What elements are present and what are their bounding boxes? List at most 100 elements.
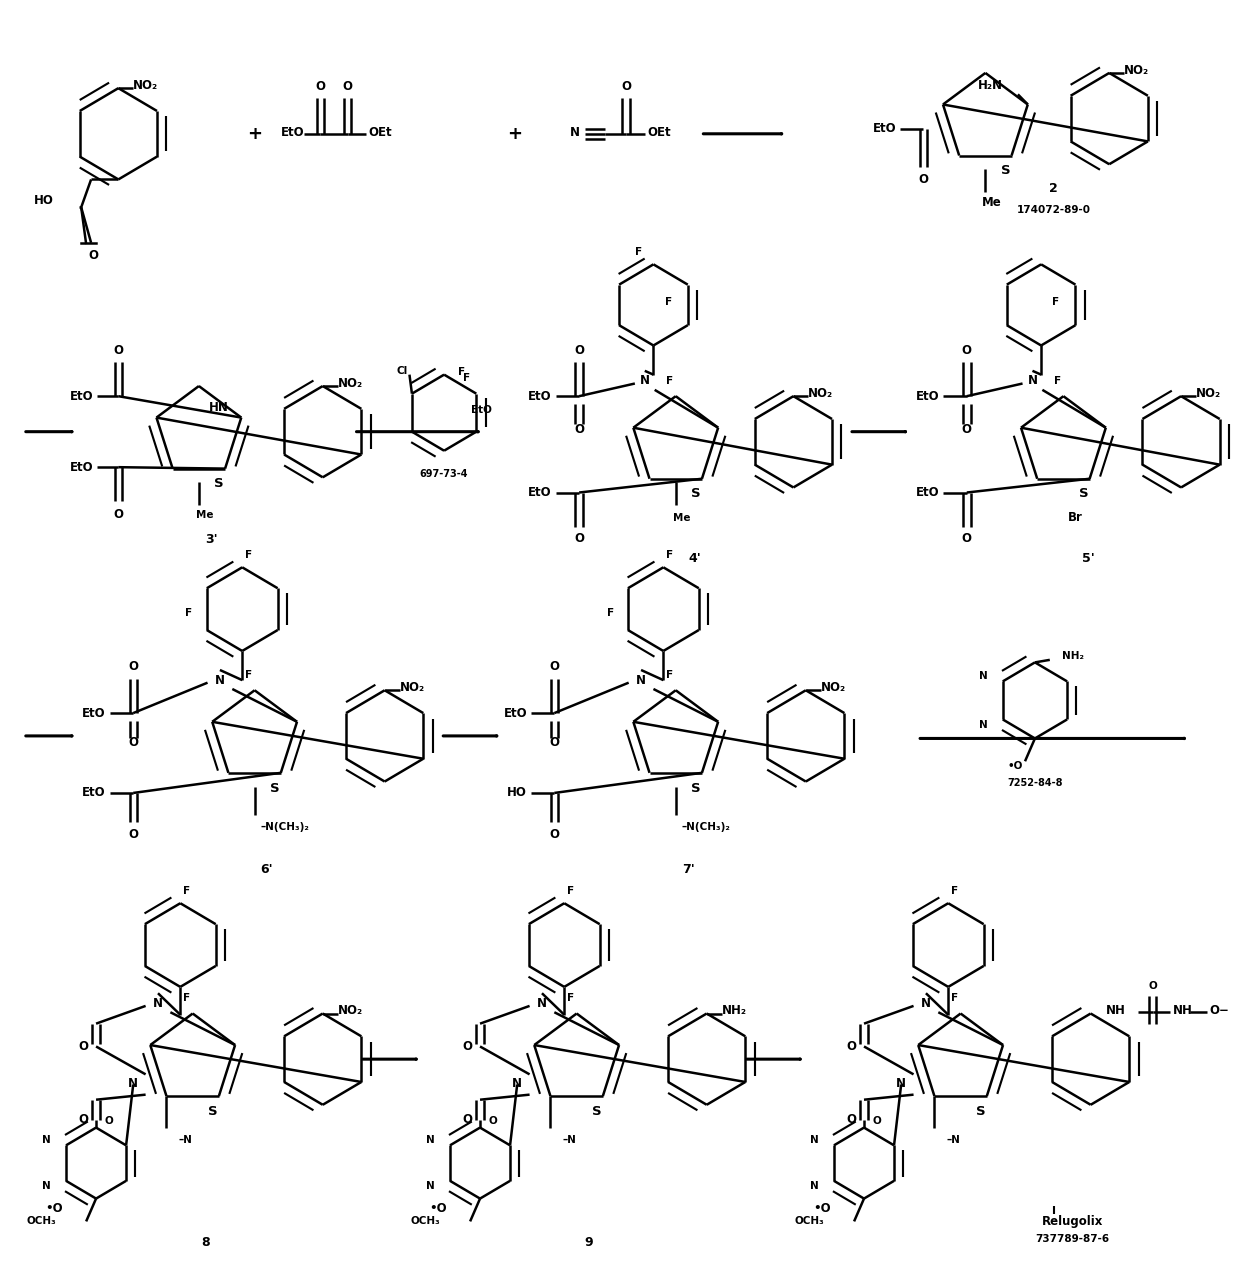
Text: 737789-87-6: 737789-87-6 <box>1035 1235 1109 1244</box>
Text: NH: NH <box>1106 1005 1126 1018</box>
Text: –N: –N <box>179 1136 192 1146</box>
Text: OCH₃: OCH₃ <box>410 1217 440 1226</box>
Text: EtO: EtO <box>503 707 527 720</box>
Text: NH₂: NH₂ <box>1063 651 1084 661</box>
Text: O: O <box>78 1041 89 1053</box>
Text: O: O <box>962 532 972 544</box>
Text: O: O <box>128 660 138 673</box>
Text: O: O <box>342 80 352 94</box>
Text: •O: •O <box>1007 761 1023 772</box>
Text: Br: Br <box>1069 511 1084 524</box>
Text: –N: –N <box>947 1136 961 1146</box>
Text: O: O <box>549 660 559 673</box>
Text: OCH₃: OCH₃ <box>27 1217 57 1226</box>
Text: F: F <box>458 367 465 377</box>
Text: 7': 7' <box>682 863 694 876</box>
Text: S: S <box>270 782 279 794</box>
Text: O: O <box>1148 981 1157 991</box>
Text: –N(CH₃)₂: –N(CH₃)₂ <box>260 822 310 832</box>
Text: N: N <box>636 674 646 687</box>
Text: +: + <box>507 124 522 143</box>
Text: EtO: EtO <box>873 122 897 136</box>
Text: Me: Me <box>196 510 213 520</box>
Text: S: S <box>208 1105 217 1118</box>
Text: O: O <box>128 736 138 749</box>
Text: N: N <box>425 1136 434 1146</box>
Text: •O: •O <box>45 1202 63 1216</box>
Text: 3': 3' <box>205 533 217 546</box>
Text: H₂N: H₂N <box>978 79 1003 91</box>
Text: O: O <box>621 80 631 94</box>
Text: N: N <box>810 1136 818 1146</box>
Text: NO₂: NO₂ <box>1125 63 1149 77</box>
Text: S: S <box>691 487 701 500</box>
Text: F: F <box>666 376 673 386</box>
Text: Cl: Cl <box>397 365 408 376</box>
Text: 4': 4' <box>688 552 701 565</box>
Text: O: O <box>128 829 138 841</box>
Text: O: O <box>872 1117 880 1127</box>
Text: F: F <box>666 549 673 560</box>
Text: NH₂: NH₂ <box>722 1005 746 1018</box>
Text: N: N <box>512 1076 522 1090</box>
Text: NO₂: NO₂ <box>821 681 846 694</box>
Text: EtO: EtO <box>916 390 940 402</box>
Text: N: N <box>42 1181 51 1190</box>
Text: F: F <box>463 373 470 383</box>
Text: F: F <box>951 994 959 1004</box>
Text: EtO: EtO <box>471 405 492 415</box>
Text: NO₂: NO₂ <box>1195 387 1221 400</box>
Text: HN: HN <box>210 401 229 414</box>
Text: NO₂: NO₂ <box>808 387 833 400</box>
Text: EtO: EtO <box>69 461 93 473</box>
Text: S: S <box>1001 164 1011 178</box>
Text: 174072-89-0: 174072-89-0 <box>1017 204 1090 214</box>
Text: N: N <box>640 374 650 387</box>
Text: N: N <box>425 1181 434 1190</box>
Text: O−: O− <box>1209 1005 1229 1018</box>
Text: NO₂: NO₂ <box>399 681 424 694</box>
Text: F: F <box>567 886 574 896</box>
Text: F: F <box>1053 297 1059 307</box>
Text: 8: 8 <box>201 1236 210 1250</box>
Text: N: N <box>921 997 931 1010</box>
Text: NO₂: NO₂ <box>337 377 363 390</box>
Text: S: S <box>976 1105 986 1118</box>
Text: F: F <box>951 886 959 896</box>
Text: +: + <box>247 124 262 143</box>
Text: O: O <box>78 1113 89 1127</box>
Text: NH: NH <box>1173 1005 1193 1018</box>
Text: O: O <box>549 829 559 841</box>
Text: N: N <box>1028 374 1038 387</box>
Text: O: O <box>113 508 123 520</box>
Text: N: N <box>537 997 547 1010</box>
Text: EtO: EtO <box>69 390 93 402</box>
Text: O: O <box>574 423 584 435</box>
Text: O: O <box>489 1117 497 1127</box>
Text: N: N <box>42 1136 51 1146</box>
Text: EtO: EtO <box>82 787 105 799</box>
Text: F: F <box>567 994 574 1004</box>
Text: N: N <box>153 997 162 1010</box>
Text: •O: •O <box>813 1202 831 1216</box>
Text: O: O <box>847 1113 857 1127</box>
Text: S: S <box>215 477 223 490</box>
Text: N: N <box>897 1076 906 1090</box>
Text: HO: HO <box>33 194 55 207</box>
Text: O: O <box>962 423 972 435</box>
Text: 2: 2 <box>1049 181 1058 195</box>
Text: –N: –N <box>563 1136 577 1146</box>
Text: O: O <box>113 344 123 357</box>
Text: O: O <box>847 1041 857 1053</box>
Text: S: S <box>691 782 701 794</box>
Text: Relugolix: Relugolix <box>1042 1214 1102 1228</box>
Text: F: F <box>184 886 190 896</box>
Text: NO₂: NO₂ <box>337 1005 363 1018</box>
Text: –N(CH₃)₂: –N(CH₃)₂ <box>682 822 730 832</box>
Text: EtO: EtO <box>82 707 105 720</box>
Text: O: O <box>574 532 584 544</box>
Text: NO₂: NO₂ <box>133 79 159 93</box>
Text: 5': 5' <box>1081 552 1095 565</box>
Text: 9: 9 <box>585 1236 594 1250</box>
Text: EtO: EtO <box>528 486 552 499</box>
